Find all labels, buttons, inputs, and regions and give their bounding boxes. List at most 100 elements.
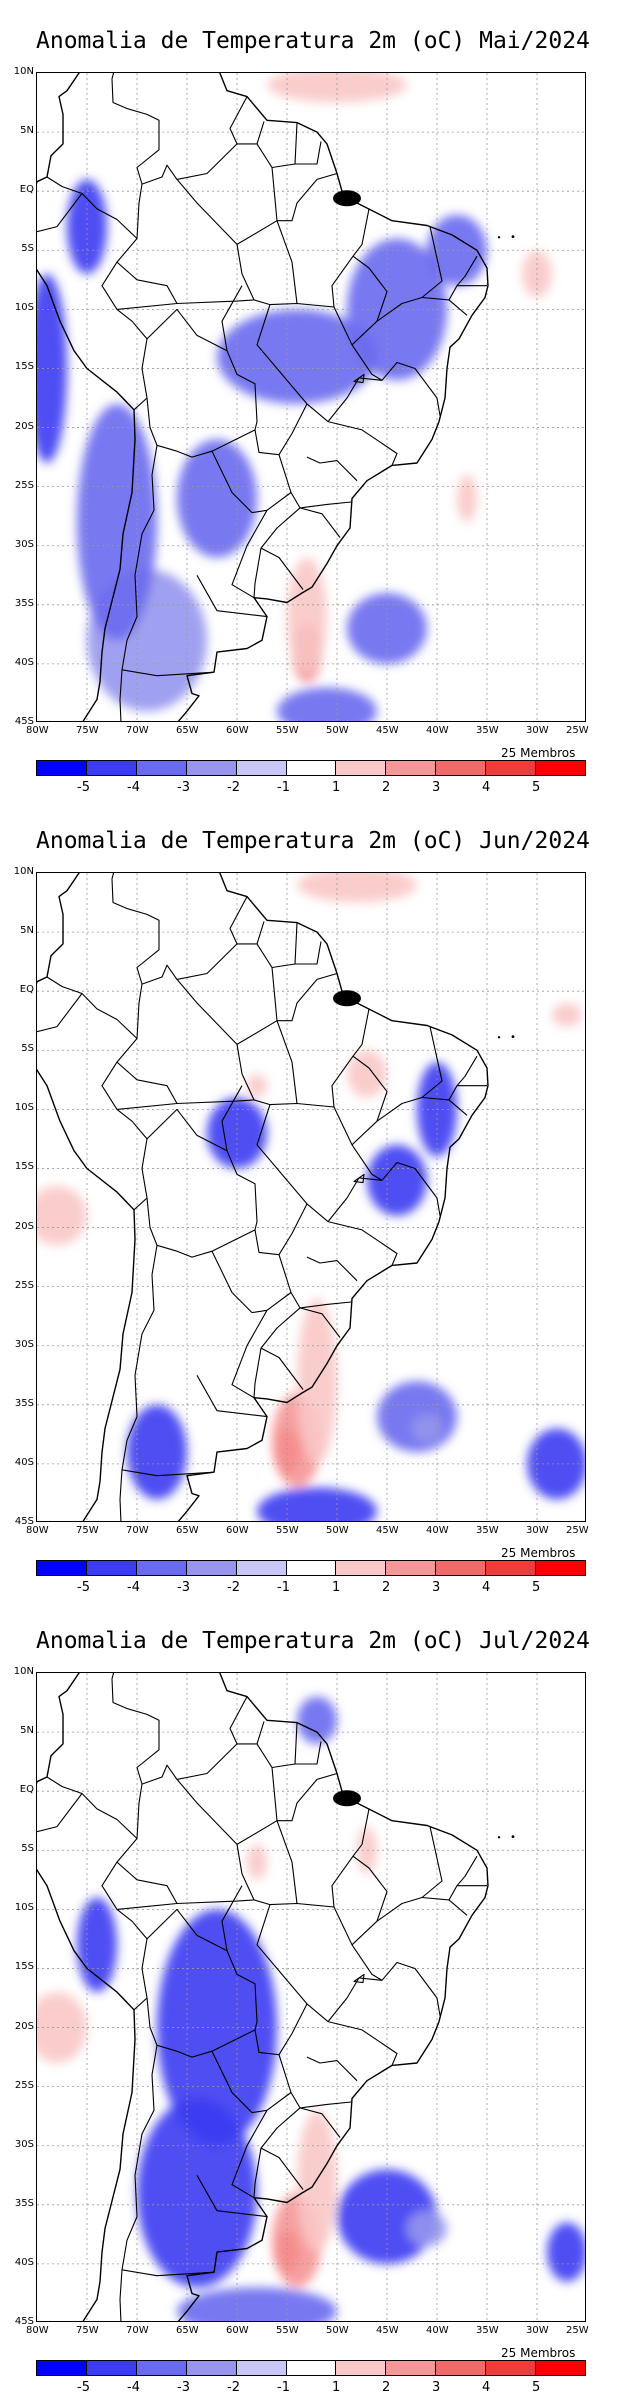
lat-tick-label: 5N [20,125,34,137]
members-label: 25 Membros [501,1546,576,1560]
colorbar-tick-label: -2 [227,2380,240,2395]
lat-tick-label: 25S [14,2079,34,2091]
colorbar-tick-label: -2 [227,780,240,795]
colorbar-tick-label: 2 [382,780,391,795]
lon-tick-label: 40W [426,2325,449,2336]
colorbar-segment [236,1561,287,1575]
anomaly-region [377,1381,457,1453]
country-state-borders [37,1673,487,2321]
fernando-de-noronha [511,1035,515,1039]
colorbar-tick-label: 2 [382,1580,391,1595]
grid-lines [37,1673,585,2321]
anomaly-region [367,1144,427,1216]
lon-tick-label: 70W [126,725,149,736]
temperature-anomaly-map [37,873,585,1521]
lat-tick-label: 25S [14,1279,34,1291]
lat-tick-label: 10S [14,1102,34,1114]
map-frame [36,1672,586,2322]
colorbar-segment [37,2361,87,2375]
colorbar-segment [37,761,87,775]
colorbar [36,760,586,776]
colorbar-segment [186,761,237,775]
colorbar-tick-label: 3 [432,2380,441,2395]
lat-tick-label: 5N [20,925,34,937]
colorbar-tick-label: 1 [332,1580,341,1595]
lon-tick-label: 35W [476,1525,499,1536]
anomaly-region [337,2169,437,2264]
colorbar-tick-label: -5 [77,1580,90,1595]
lon-tick-label: 35W [476,725,499,736]
lon-tick-label: 30W [526,1525,549,1536]
lat-tick-label: 30S [14,538,34,550]
lat-tick-label: EQ [19,184,34,196]
lon-tick-label: 30W [526,2325,549,2336]
lat-tick-label: 45S [14,2316,34,2327]
anomaly-region [552,1003,582,1027]
marajo-island [333,990,361,1007]
lon-tick-label: 75W [76,725,99,736]
colorbar-segment [536,2361,585,2375]
colorbar-tick-label: -1 [277,780,290,795]
panel-june: Anomalia de Temperatura 2m (oC) Jun/2024… [0,800,618,1600]
anomaly-region [297,1696,337,1744]
lat-tick-label: 15S [14,1161,34,1173]
anomaly-region [297,873,417,903]
marajo-island [333,1790,361,1807]
anomaly-region [412,1414,442,1443]
anomaly-region [37,1992,87,2063]
colorbar-segment [336,1561,387,1575]
colorbar-tick-label: -5 [77,2380,90,2395]
colorbar-tick-label: 4 [482,1580,491,1595]
anomaly-region [527,1428,585,1500]
lat-tick-label: 30S [14,1338,34,1350]
lon-tick-label: 40W [426,725,449,736]
anomaly-region [247,1844,267,1880]
anomaly-field [37,1696,585,2321]
anomaly-region [297,1298,337,1464]
anomaly-region [297,2110,337,2253]
temperature-anomaly-map [37,1673,585,2321]
colorbar-segment [336,761,387,775]
lon-tick-label: 30W [526,725,549,736]
colorbar-segment [336,2361,387,2375]
lon-tick-label: 60W [226,1525,249,1536]
lon-tick-label: 45W [376,1525,399,1536]
anomaly-region [177,2287,337,2321]
temperature-anomaly-map [37,73,585,721]
anomaly-region [217,309,377,404]
colorbar-tick-label: -4 [127,780,140,795]
grid-lines [37,73,585,721]
colorbar-segment [486,2361,537,2375]
colorbar-segment [386,1561,437,1575]
lat-tick-label: 20S [14,420,34,432]
colorbar-segment [536,1561,585,1575]
colorbar-segment [236,2361,287,2375]
anomaly-region [277,687,377,721]
lat-tick-label: 35S [14,597,34,609]
colorbar-tick-label: 3 [432,780,441,795]
map-frame [36,872,586,1522]
anomaly-region [77,1897,117,1993]
panel-july: Anomalia de Temperatura 2m (oC) Jul/2024… [0,1600,618,2400]
colorbar-tick-label: 3 [432,1580,441,1595]
lon-tick-label: 45W [376,2325,399,2336]
fernando-de-noronha [511,1835,515,1839]
anomaly-region [267,73,407,103]
grid-lines [37,873,585,1521]
anomaly-field [37,873,585,1521]
anomaly-region [547,2222,585,2282]
lat-tick-label: 5S [21,1043,34,1055]
lon-tick-label: 70W [126,2325,149,2336]
lat-tick-label: 15S [14,361,34,373]
lon-tick-label: 40W [426,1525,449,1536]
lat-tick-label: 35S [14,1397,34,1409]
colorbar-segment [436,1561,487,1575]
marajo-island [333,190,361,207]
lat-tick-label: 40S [14,656,34,668]
lon-tick-label: 25W [566,2325,589,2336]
members-label: 25 Membros [501,2346,576,2360]
colorbar-segment [86,761,137,775]
lat-tick-label: 10S [14,302,34,314]
colorbar-tick-label: -3 [177,1580,190,1595]
lon-tick-label: 75W [76,2325,99,2336]
